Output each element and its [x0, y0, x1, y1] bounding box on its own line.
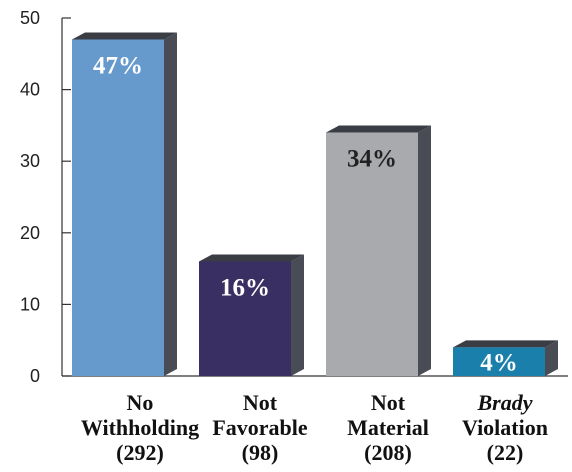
- category-label-line: (98): [242, 440, 279, 465]
- bar: [453, 340, 558, 376]
- category-label-line: Brady: [477, 390, 533, 415]
- bar-side: [291, 254, 304, 376]
- category-label-line: (22): [487, 440, 524, 465]
- bar-side: [164, 32, 177, 376]
- bar-side: [418, 125, 431, 376]
- category-label-line: Violation: [462, 415, 548, 440]
- data-label: 4%: [480, 350, 518, 377]
- bar-side: [545, 340, 558, 376]
- bar-front: [453, 347, 545, 376]
- category-label: Not Material (208): [347, 390, 429, 465]
- y-tick-label: 30: [20, 151, 40, 171]
- y-tick-label: 40: [20, 80, 40, 100]
- bar-front: [199, 261, 291, 376]
- category-label-line: Favorable: [212, 415, 308, 440]
- category-label-line: Not: [243, 390, 278, 415]
- y-tick-label: 50: [20, 8, 40, 28]
- category-label-line: No: [127, 390, 154, 415]
- y-tick-label: 0: [30, 366, 40, 386]
- category-label-line: Withholding: [81, 415, 199, 440]
- category-label-line: Not: [371, 390, 406, 415]
- bar: [72, 32, 177, 376]
- data-label: 16%: [220, 274, 270, 301]
- data-label: 34%: [347, 146, 397, 173]
- bar-top: [326, 125, 431, 133]
- category-label: Not Favorable (98): [212, 390, 308, 465]
- bar: [199, 254, 304, 376]
- data-labels: 47% 16% 34% 4%: [93, 52, 518, 376]
- category-label-line: (208): [364, 440, 412, 465]
- y-tick-label: 20: [20, 223, 40, 243]
- data-label: 47%: [93, 52, 143, 79]
- category-label: No Withholding (292): [81, 390, 199, 465]
- bars: [72, 32, 558, 376]
- bar-top: [199, 254, 304, 262]
- bar-front: [72, 39, 164, 376]
- bar: [326, 125, 431, 376]
- category-label-line: (292): [116, 440, 164, 465]
- bar-top: [453, 340, 558, 348]
- category-labels: No Withholding (292)Not Favorable (98)Not Mat…: [81, 390, 548, 465]
- category-label: Brady Violation (22): [462, 390, 548, 465]
- y-tick-label: 10: [20, 294, 40, 314]
- category-label-line: Material: [347, 415, 429, 440]
- bar-front: [326, 132, 418, 376]
- bar-top: [72, 32, 177, 40]
